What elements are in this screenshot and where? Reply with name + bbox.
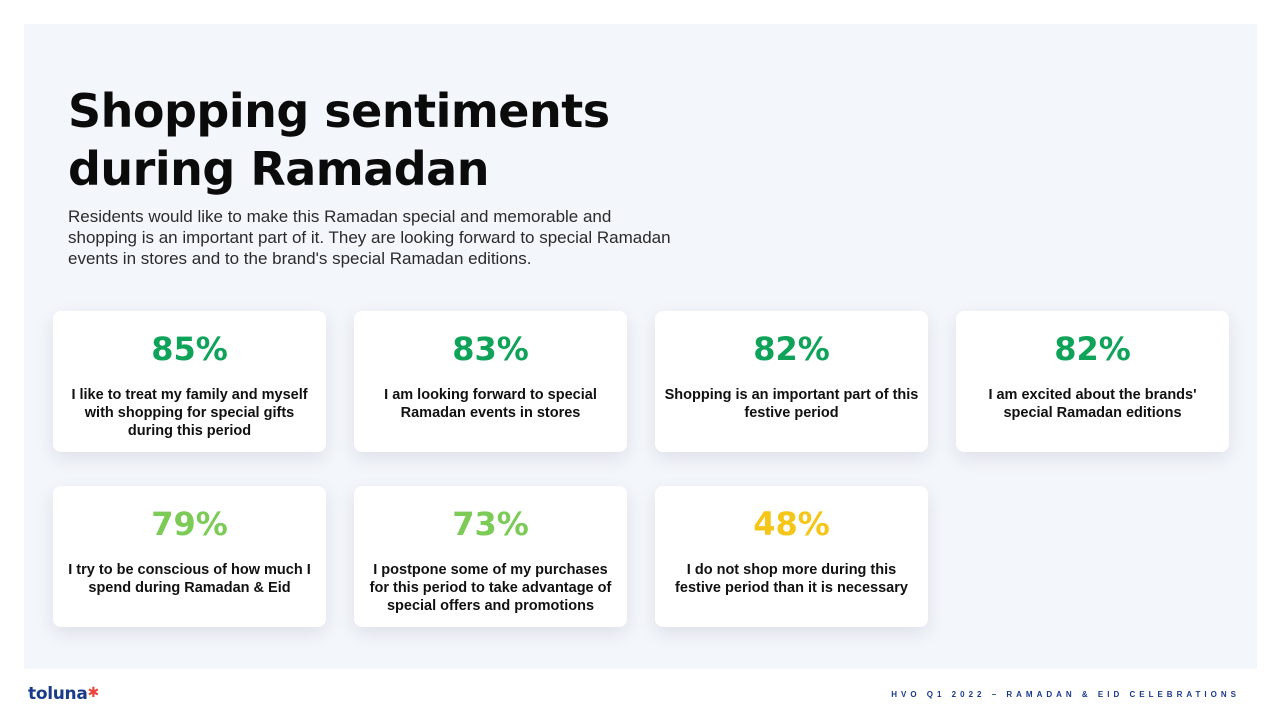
stat-percentage: 82%: [1054, 330, 1131, 368]
stat-card: 85% I like to treat my family and myself…: [53, 311, 326, 452]
stat-statement: I am looking forward to special Ramadan …: [384, 387, 597, 421]
page-subtitle: Residents would like to make this Ramada…: [68, 207, 671, 268]
toluna-logo: toluna✱: [28, 684, 99, 704]
stat-percentage: 48%: [753, 505, 830, 543]
stat-statement: I postpone some of my purchases for this…: [369, 562, 612, 614]
stat-percentage: 82%: [753, 330, 830, 368]
stat-percentage: 73%: [452, 505, 529, 543]
stat-card: 48% I do not shop more during this festi…: [655, 486, 928, 627]
stat-statement: I am excited about the brands' special R…: [988, 387, 1197, 421]
stat-card: 83% I am looking forward to special Rama…: [354, 311, 627, 452]
stat-card: 79% I try to be conscious of how much I …: [53, 486, 326, 627]
stat-card: 82% I am excited about the brands' speci…: [956, 311, 1229, 452]
stat-statement: Shopping is an important part of this fe…: [664, 387, 919, 421]
logo-wordmark: toluna: [28, 684, 88, 704]
stat-statement: I like to treat my family and myself wit…: [71, 387, 308, 439]
stat-percentage: 83%: [452, 330, 529, 368]
stat-card: 82% Shopping is an important part of thi…: [655, 311, 928, 452]
footer-caption: HVO Q1 2022 – RAMADAN & EID CELEBRATIONS: [891, 690, 1240, 699]
page-title-line-1: Shopping sentiments: [68, 84, 610, 138]
stat-card: 73% I postpone some of my purchases for …: [354, 486, 627, 627]
star-icon: ✱: [87, 685, 100, 701]
stat-statement: I do not shop more during this festive p…: [675, 562, 908, 596]
page-title-line-2: during Ramadan: [68, 142, 489, 196]
stat-percentage: 85%: [151, 330, 228, 368]
stat-statement: I try to be conscious of how much I spen…: [68, 562, 311, 596]
stat-percentage: 79%: [151, 505, 228, 543]
page-title: Shopping sentiments during Ramadan: [68, 82, 688, 198]
